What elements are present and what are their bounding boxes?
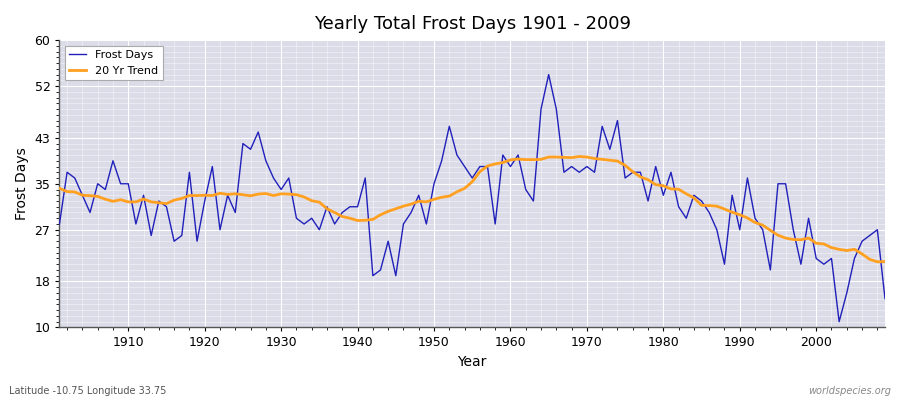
Line: 20 Yr Trend: 20 Yr Trend [59,156,885,262]
Frost Days [54,222,65,226]
Frost Days [115,181,126,186]
Frost Days [605,147,616,152]
20 Yr Trend [574,154,585,159]
20 Yr Trend [54,186,65,191]
Y-axis label: Frost Days: Frost Days [15,147,29,220]
Frost Days [833,319,844,324]
Text: Latitude -10.75 Longitude 33.75: Latitude -10.75 Longitude 33.75 [9,386,166,396]
20 Yr Trend [505,158,516,162]
Frost Days [329,222,340,226]
20 Yr Trend [879,259,890,264]
Text: worldspecies.org: worldspecies.org [808,386,891,396]
Frost Days [544,72,554,77]
Frost Days [498,153,508,158]
Frost Days [879,296,890,301]
Line: Frost Days: Frost Days [59,74,885,322]
X-axis label: Year: Year [457,355,487,369]
20 Yr Trend [498,160,508,165]
20 Yr Trend [605,158,616,163]
20 Yr Trend [872,260,883,264]
20 Yr Trend [329,210,340,215]
Frost Days [284,176,294,180]
Legend: Frost Days, 20 Yr Trend: Frost Days, 20 Yr Trend [65,46,163,80]
20 Yr Trend [284,192,294,196]
Frost Days [505,164,516,169]
Title: Yearly Total Frost Days 1901 - 2009: Yearly Total Frost Days 1901 - 2009 [314,15,631,33]
20 Yr Trend [115,197,126,202]
